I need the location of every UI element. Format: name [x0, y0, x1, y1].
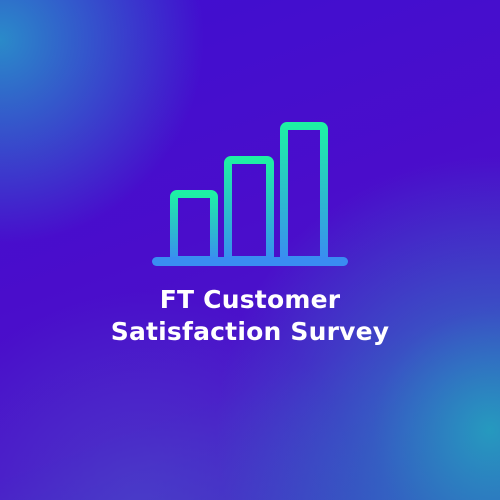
bar-medium [224, 156, 274, 264]
bar-chart-icon [152, 122, 348, 266]
title-line-1: FT Customer [159, 285, 341, 314]
chart-baseline [152, 257, 348, 266]
title-line-2: Satisfaction Survey [110, 317, 390, 346]
page-title: FT Customer Satisfaction Survey [0, 284, 500, 348]
bar-tall [280, 122, 328, 264]
bar-short [170, 190, 218, 264]
